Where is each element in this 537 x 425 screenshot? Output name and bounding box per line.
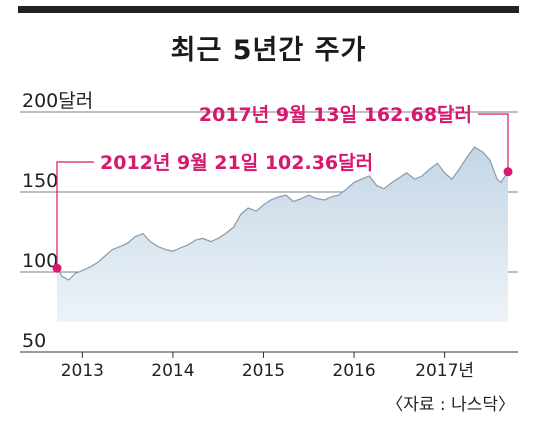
y-tick-label: 200달러 (22, 90, 93, 112)
x-tick-label: 2013 (61, 361, 104, 381)
annotation-dot (52, 263, 62, 273)
y-tick-label: 50 (22, 330, 46, 352)
y-tick-label: 100 (22, 250, 58, 272)
annotation-label: 2017년 9월 13일 162.68달러 (199, 104, 472, 126)
x-tick-label: 2014 (151, 361, 194, 381)
top-rule (18, 6, 519, 13)
x-tick-label: 2017년 (415, 361, 474, 381)
annotation-label: 2012년 9월 21일 102.36달러 (100, 152, 373, 174)
x-tick-label: 2016 (332, 361, 375, 381)
price-line (56, 146, 509, 281)
annotation-leader (478, 113, 509, 172)
y-tick-label: 150 (22, 170, 58, 192)
x-tick-label: 2015 (242, 361, 285, 381)
source-note: 〈자료 : 나스닥〉 (386, 395, 515, 415)
price-area-fill (57, 147, 508, 322)
chart-title: 최근 5년간 주가 (170, 35, 367, 66)
annotation-leader (56, 161, 94, 269)
annotation-dot (503, 167, 513, 177)
